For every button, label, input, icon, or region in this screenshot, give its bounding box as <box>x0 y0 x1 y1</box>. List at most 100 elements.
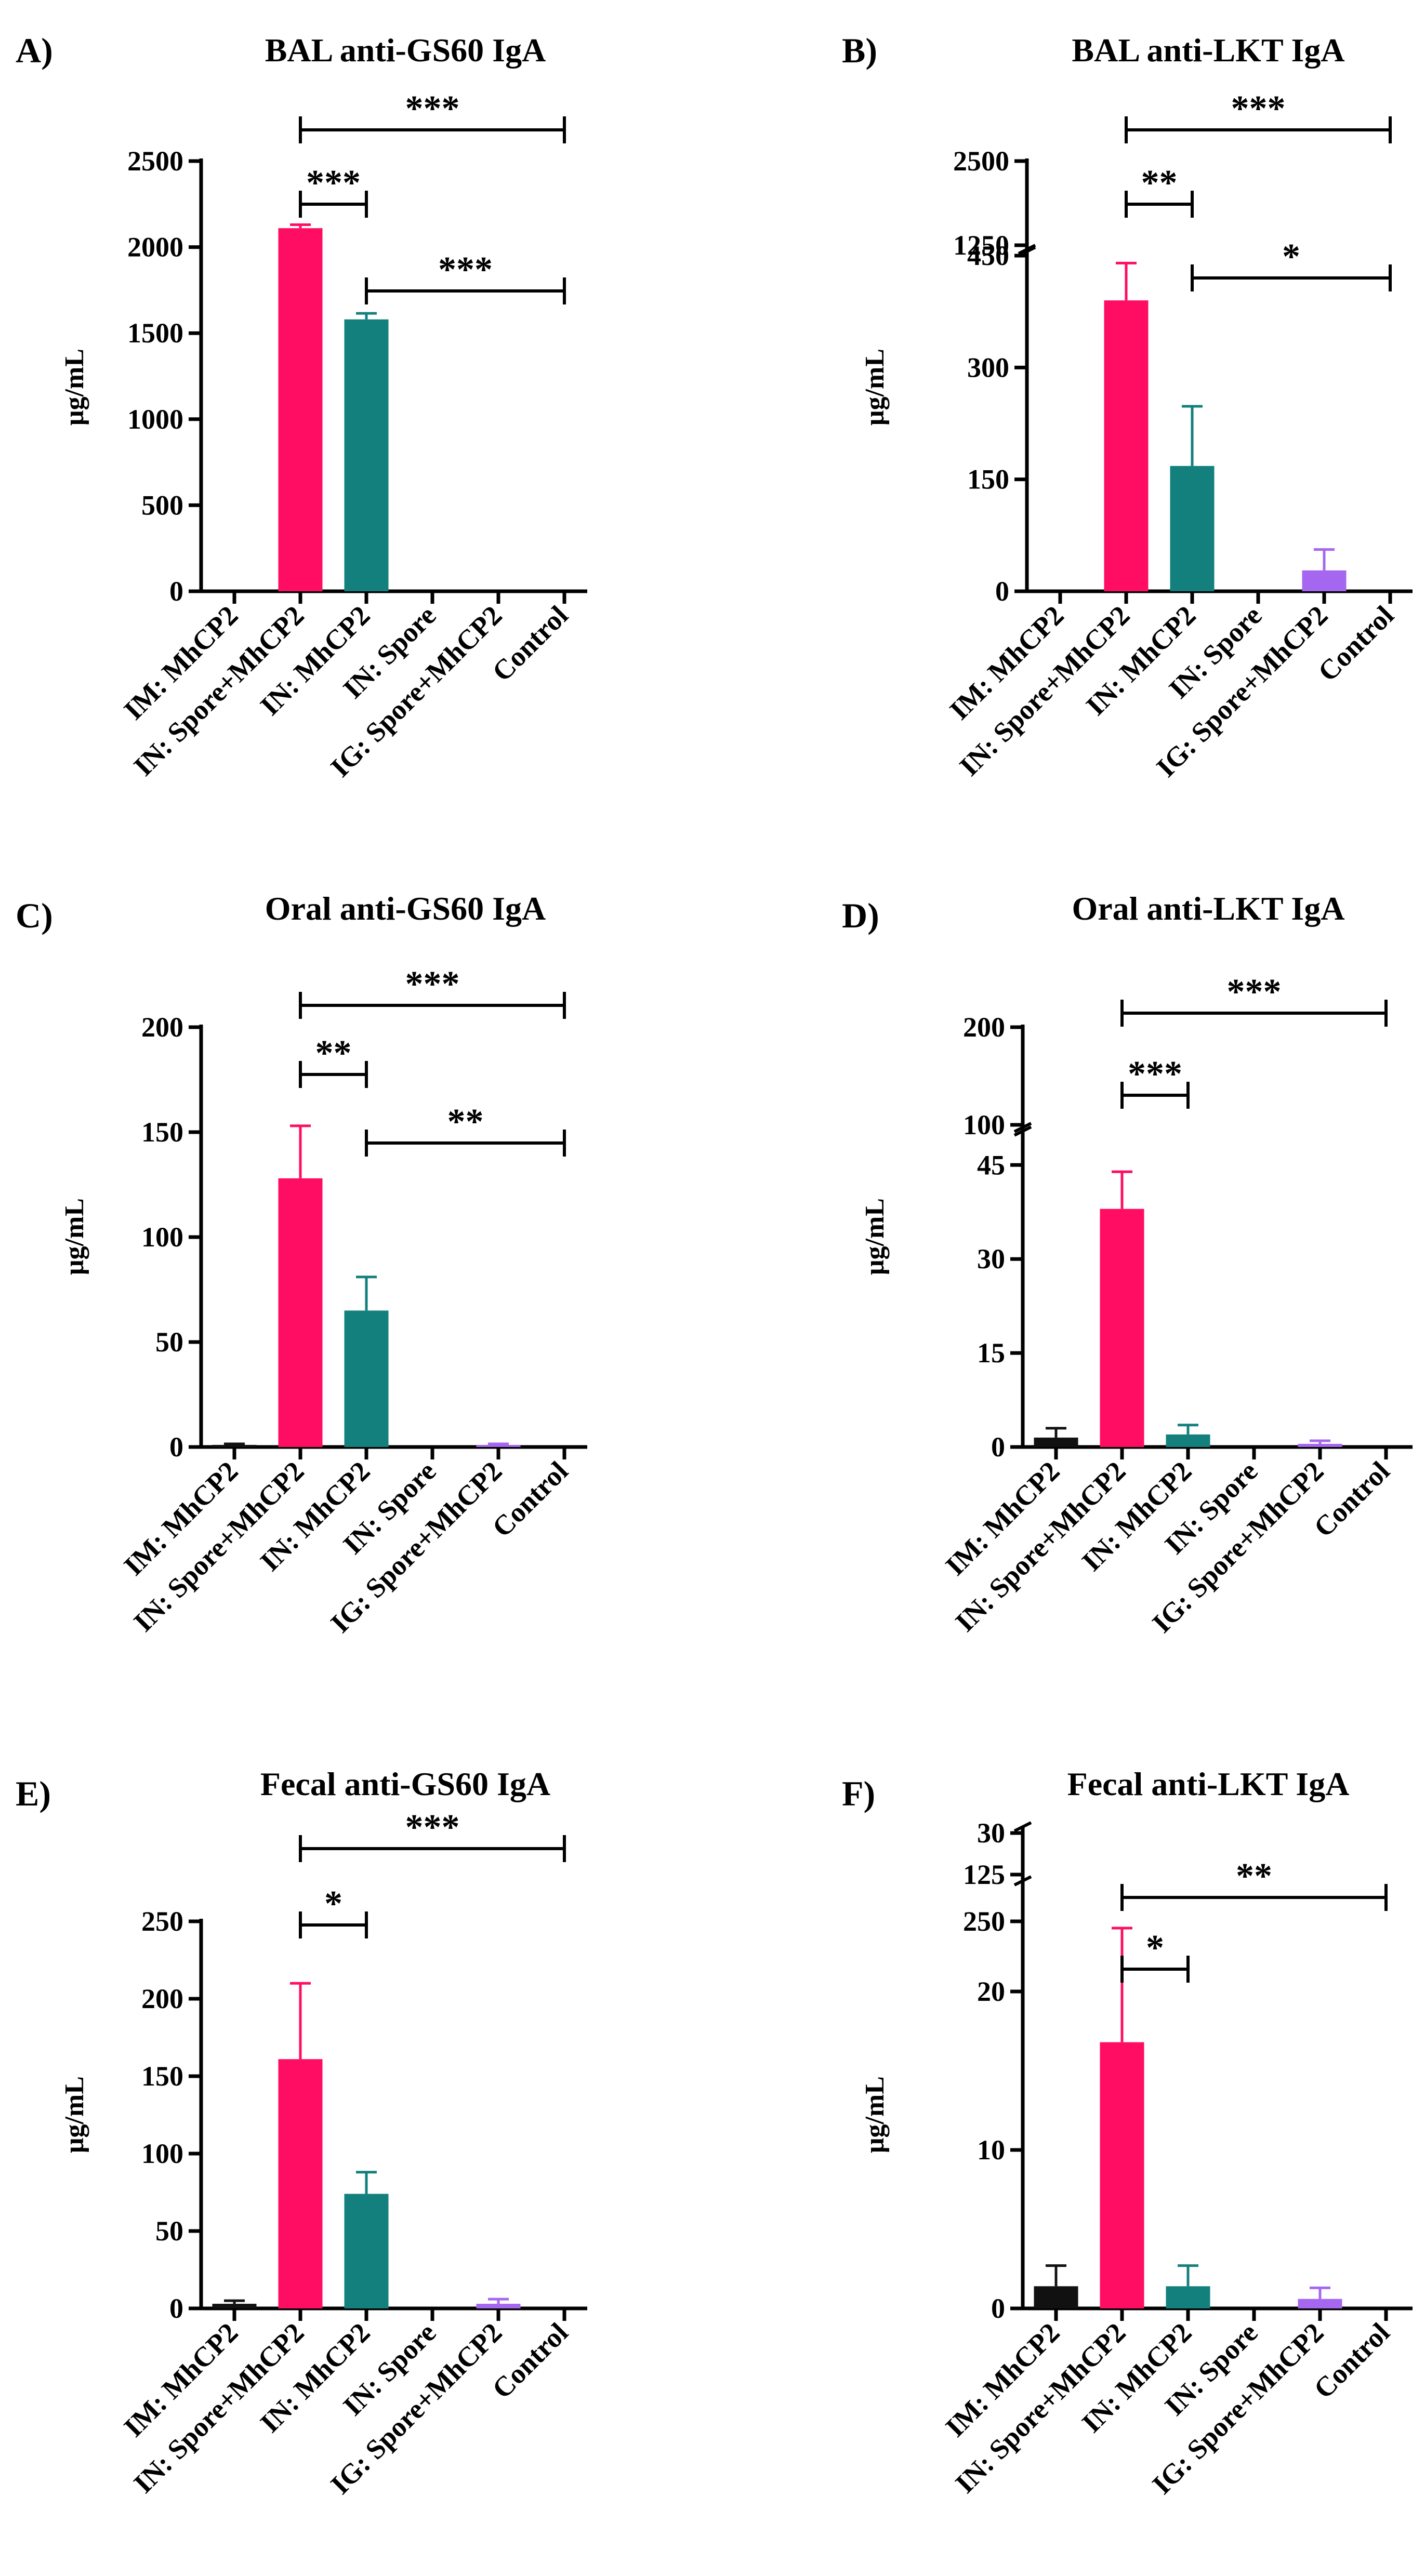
bar <box>1166 1434 1210 1447</box>
y-tick-label: 10 <box>977 2134 1005 2166</box>
significance-label: ** <box>315 1033 352 1073</box>
y-tick-label: 0 <box>169 2293 183 2324</box>
x-category-label: Control <box>1312 600 1400 687</box>
y-tick-label: 0 <box>995 576 1009 607</box>
y-tick-label: 0 <box>991 2293 1005 2324</box>
chart-panel-4: D) Oral anti-LKT IgAμg/mL0153045100200IM:… <box>842 890 1413 1639</box>
significance-label: * <box>1282 237 1300 277</box>
bar <box>1298 1443 1342 1447</box>
y-tick-label: 100 <box>141 1221 183 1253</box>
chart-title: Oral anti-LKT IgA <box>1072 890 1344 927</box>
y-tick-label: 200 <box>963 1012 1005 1043</box>
y-axis-label: μg/mL <box>860 1198 890 1275</box>
y-tick-label: 200 <box>141 1983 183 2014</box>
significance-label: *** <box>405 89 460 129</box>
y-tick-label: 0 <box>169 576 183 607</box>
y-axis-label: μg/mL <box>860 2076 890 2153</box>
y-tick-label: 1500 <box>127 317 183 349</box>
y-tick-label: 2500 <box>127 145 183 177</box>
axis-break-mark <box>1013 1875 1032 1887</box>
chart-panel-6: F) Fecal anti-LKT IgAμg/mL0102030125250IM… <box>842 1765 1413 2500</box>
bar <box>344 319 389 591</box>
axis-break-mark <box>1013 1821 1032 1833</box>
significance-label: *** <box>405 1808 460 1848</box>
x-category-label: Control <box>486 2317 574 2405</box>
bar <box>212 1444 257 1447</box>
bar <box>212 2304 257 2308</box>
chart-title: BAL anti-LKT IgA <box>1072 32 1344 69</box>
y-axis-label: μg/mL <box>860 349 890 426</box>
y-tick-label: 300 <box>967 352 1009 383</box>
chart-title: BAL anti-GS60 IgA <box>265 32 546 69</box>
y-axis-label: μg/mL <box>60 349 89 426</box>
x-category-label: Control <box>486 1455 574 1543</box>
y-tick-label: 50 <box>155 1326 183 1358</box>
panel-letter: D) <box>842 896 879 935</box>
y-tick-label: 150 <box>141 2061 183 2092</box>
panel-letter: E) <box>16 1774 51 1813</box>
bar <box>476 2304 521 2308</box>
bar <box>278 2059 323 2308</box>
panel-letter: F) <box>842 1774 875 1813</box>
bar <box>1034 2286 1078 2308</box>
x-category-label: Control <box>486 600 574 687</box>
bar <box>344 2194 389 2308</box>
chart-title: Fecal anti-GS60 IgA <box>260 1765 550 1802</box>
axis-break-mark <box>1013 1125 1032 1137</box>
significance-label: ** <box>1141 163 1178 203</box>
bar <box>1170 466 1215 591</box>
bar <box>1298 2299 1342 2308</box>
y-tick-label: 250 <box>963 1906 1005 1937</box>
significance-label: * <box>324 1884 342 1924</box>
y-tick-label: 250 <box>141 1906 183 1937</box>
significance-label: *** <box>405 964 460 1004</box>
bar <box>1034 1437 1078 1447</box>
chart-title: Oral anti-GS60 IgA <box>265 890 546 927</box>
chart-panel-5: E) Fecal anti-GS60 IgA μg/mL 0 50 100 150 200 25… <box>16 1765 587 2500</box>
y-tick-label: 0 <box>991 1431 1005 1463</box>
significance-label: ** <box>447 1102 484 1142</box>
y-tick-label: 0 <box>169 1431 183 1463</box>
y-tick-label: 125 <box>963 1859 1005 1890</box>
x-category-label: Control <box>1308 1455 1395 1543</box>
y-tick-label: 150 <box>967 464 1009 495</box>
chart-panel-3: C) Oral anti-GS60 IgAμg/mL050100150200IM:… <box>16 890 587 1639</box>
y-tick-label: 450 <box>967 240 1009 271</box>
bar <box>1302 570 1347 591</box>
y-tick-label: 2500 <box>953 145 1009 177</box>
panel-letter: C) <box>16 896 53 935</box>
bar <box>344 1310 389 1447</box>
significance-label: *** <box>306 163 361 203</box>
significance-label: *** <box>1227 972 1282 1012</box>
y-axis-label: μg/mL <box>60 2076 89 2153</box>
y-tick-label: 100 <box>963 1109 1005 1140</box>
bar <box>1166 2286 1210 2308</box>
bar <box>1100 1209 1144 1447</box>
y-tick-label: 30 <box>977 1817 1005 1849</box>
chart-panel-1: A) BAL anti-GS60 IgA μg/mL 0 500 1000 1500 2000… <box>16 31 587 783</box>
y-tick-label: 1250 <box>953 230 1009 261</box>
significance-label: *** <box>1128 1054 1182 1094</box>
y-tick-label: 15 <box>977 1337 1005 1369</box>
y-tick-label: 30 <box>977 1243 1005 1274</box>
panel-letter: B) <box>842 31 877 70</box>
bar <box>476 1444 521 1447</box>
y-tick-label: 200 <box>141 1012 183 1043</box>
bar <box>1104 300 1149 591</box>
y-axis-label: μg/mL <box>60 1198 89 1275</box>
bar <box>1100 2042 1144 2308</box>
significance-label: * <box>1146 1928 1164 1968</box>
significance-label: *** <box>1231 89 1286 129</box>
chart-title: Fecal anti-LKT IgA <box>1067 1765 1350 1802</box>
y-tick-label: 20 <box>977 1976 1005 2007</box>
axis-break-mark <box>1013 1122 1032 1133</box>
bar <box>278 1178 323 1447</box>
y-tick-label: 50 <box>155 2215 183 2247</box>
y-tick-label: 1000 <box>127 404 183 435</box>
y-tick-label: 45 <box>977 1149 1005 1180</box>
panel-letter: A) <box>16 31 53 70</box>
y-tick-label: 500 <box>141 489 183 521</box>
